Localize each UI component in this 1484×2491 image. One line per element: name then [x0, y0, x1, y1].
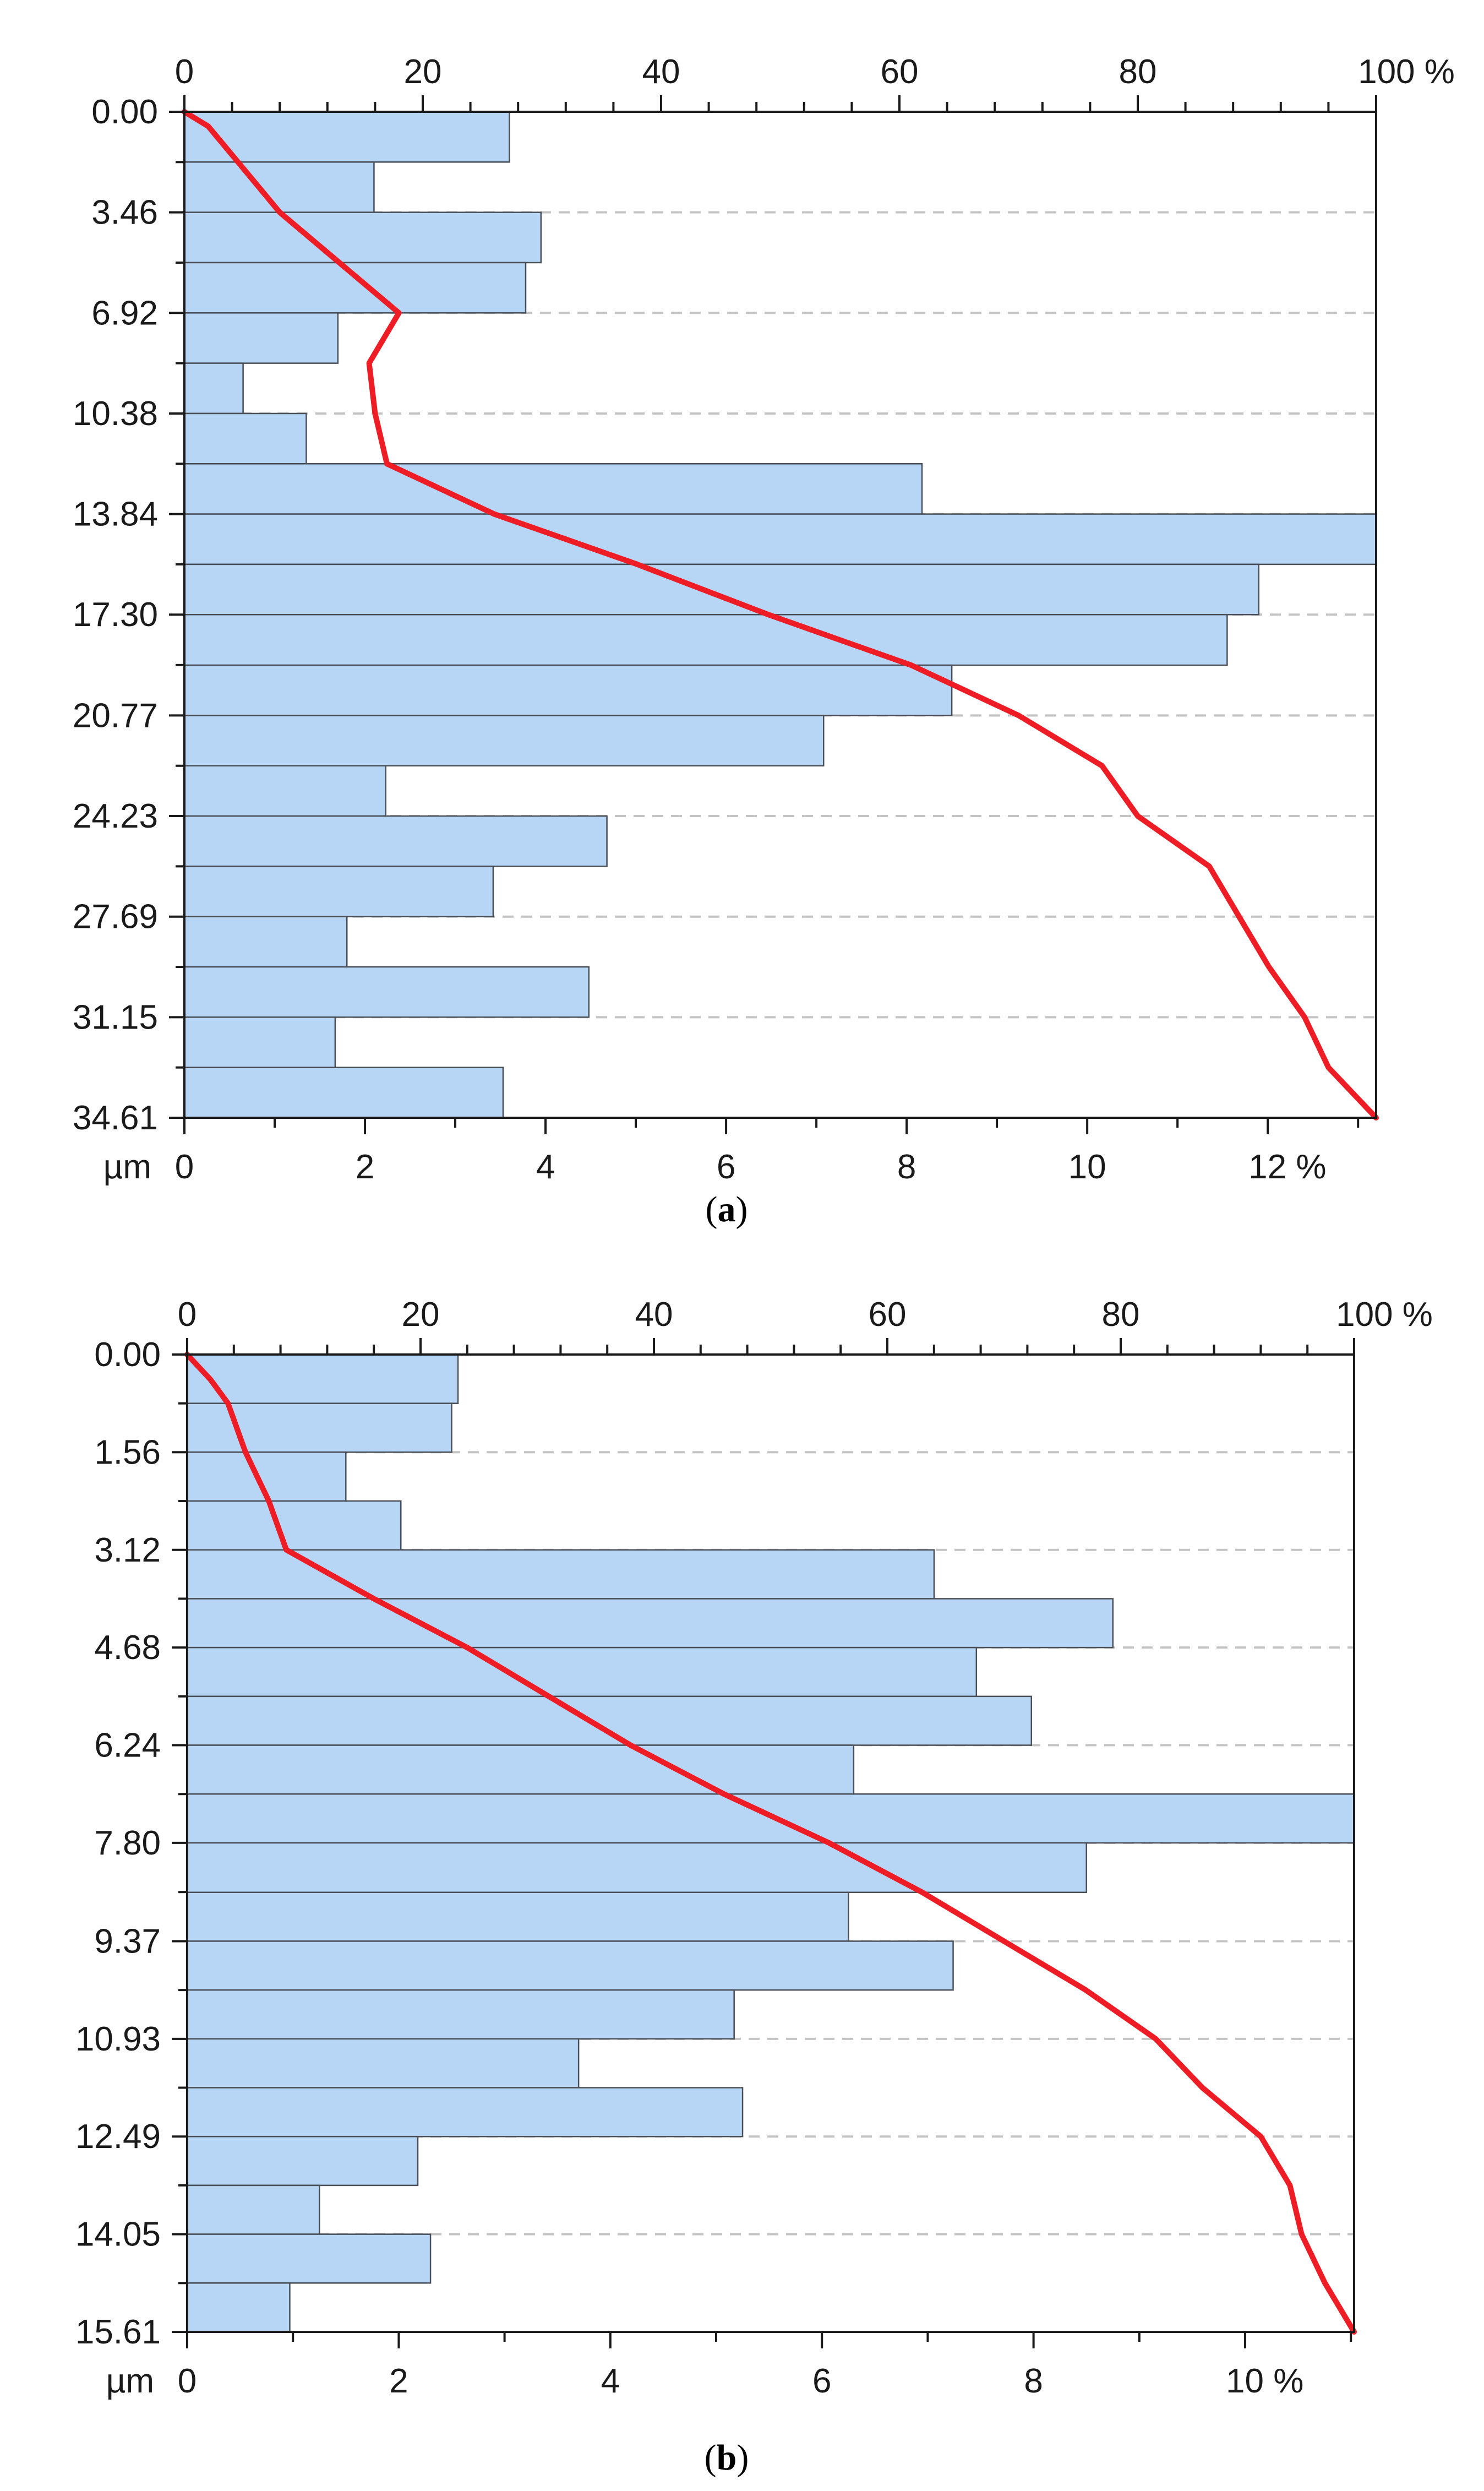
panel-b-x-top-tick-label: 40 — [635, 1296, 673, 1334]
panel-a-x-bottom-tick-label: 0 — [175, 1148, 194, 1186]
panel-a-y-tick-label: 6.92 — [91, 294, 158, 332]
panel-a-cumulative-line — [182, 109, 1379, 1121]
panel-a-bar — [183, 463, 923, 515]
panel-a-x-top-tick-label: 80 — [1119, 53, 1157, 91]
panel-a-x-bottom-tick-label: 6 — [717, 1148, 735, 1186]
panel-b-bar — [186, 2184, 320, 2235]
panel-b-cumulative-line — [184, 1352, 1357, 2335]
panel-a-bar — [183, 161, 375, 213]
panel-a-y-tick-label: 10.38 — [73, 395, 158, 433]
panel-a-y-tick-label: 3.46 — [91, 194, 158, 232]
panel-a-y-tick-label: 31.15 — [73, 998, 158, 1036]
panel-a-bar — [183, 613, 1228, 666]
panel-b-x-bottom-tick-label: 0 — [178, 2362, 197, 2400]
panel-a-x-bottom-tick-label: 12 % — [1248, 1148, 1326, 1186]
panel-a-x-top-tick-label: 60 — [881, 53, 919, 91]
panel-a-x-bottom-tick-label: 4 — [536, 1148, 555, 1186]
panel-b-y-tick-label: 14.05 — [75, 2216, 161, 2254]
panel-a-x-bottom-tick-label: 2 — [356, 1148, 374, 1186]
panel-b-x-top-tick-label: 100 % — [1336, 1296, 1433, 1334]
panel-a-bar — [183, 815, 608, 867]
panel-b-bar — [186, 1500, 402, 1551]
panel-a-bar — [183, 765, 387, 817]
panel-a-bar — [183, 312, 339, 364]
panel-b-bar — [186, 1989, 735, 2040]
panel-a-bar — [183, 664, 953, 716]
panel-a-bar — [183, 1016, 336, 1068]
panel-a-y-tick-label: 17.30 — [73, 596, 158, 634]
panel-b-bar — [186, 1940, 954, 1991]
panel-a-x-top-tick-label: 40 — [642, 53, 680, 91]
panel-b-bar — [186, 1842, 1087, 1894]
panel-b-chart: 0.00 1.56 3.12 4.68 6.24 7.80 9.37 10.93 12.49 14… — [75, 1296, 1433, 2400]
panel-b-y-tick-label: 1.56 — [94, 1433, 161, 1471]
panel-b-y-tick-label: 15.61 — [75, 2313, 161, 2351]
panel-a-bar — [183, 916, 348, 968]
panel-b-x-bottom-tick-label: 6 — [812, 2362, 831, 2400]
panel-b-y-tick-label: 10.93 — [75, 2020, 161, 2058]
panel-a-bar — [183, 563, 1260, 616]
panel-b-caption-letter: b — [717, 2438, 737, 2478]
panel-a-bar — [183, 111, 510, 163]
panel-b-x-top-tick-label: 60 — [869, 1296, 907, 1334]
panel-b-bar — [186, 2038, 580, 2088]
panel-b-y-tick-label: 12.49 — [75, 2118, 161, 2156]
panel-a-y-tick-label: 34.61 — [73, 1099, 158, 1137]
panel-a-y-tick-label: 27.69 — [73, 898, 158, 936]
panel-b-x-top-tick-label: 0 — [178, 1296, 197, 1334]
panel-b-y-tick-label: 0.00 — [94, 1336, 161, 1374]
panel-a-bar — [183, 866, 494, 917]
panel-a-bar — [183, 966, 590, 1018]
panel-a-y-tick-label: 24.23 — [73, 797, 158, 835]
panel-a-y-unit-label: µm — [103, 1148, 151, 1186]
panel-b-bar — [186, 1744, 855, 1795]
panel-a-x-top-tick-label: 0 — [175, 53, 194, 91]
panel-a-bar — [183, 412, 307, 465]
panel-b-bar — [186, 2233, 432, 2284]
panel-b-y-tick-label: 4.68 — [94, 1629, 161, 1667]
panel-b-y-unit-label: µm — [106, 2362, 154, 2400]
panel-b-y-tick-label: 9.37 — [94, 1922, 161, 1960]
panel-a-y-tick-label: 0.00 — [91, 93, 158, 131]
panel-b-x-bottom-tick-label: 10 % — [1226, 2362, 1303, 2400]
panel-b-bar — [186, 2087, 744, 2138]
panel-b-y-tick-label: 6.24 — [94, 1727, 161, 1765]
panel-b-x-bottom-tick-label: 4 — [601, 2362, 620, 2400]
panel-b-x-bottom-tick-label: 2 — [389, 2362, 408, 2400]
panel-a-bar — [183, 211, 542, 264]
panel-b-bar — [186, 1353, 459, 1404]
panel-b-bar — [186, 1646, 978, 1698]
panel-a-bar — [183, 1067, 504, 1119]
panel-b-bar — [186, 2135, 419, 2187]
panel-a-x-bottom-tick-label: 10 — [1068, 1148, 1106, 1186]
panel-b-bar — [186, 1402, 452, 1453]
panel-a-caption: (a) — [706, 1189, 748, 1230]
panel-b-bar — [186, 1598, 1114, 1649]
panel-a-x-top-tick-label: 100 % — [1358, 53, 1455, 91]
panel-b-bar — [186, 2282, 291, 2333]
panel-b-y-tick-label: 3.12 — [94, 1531, 161, 1569]
panel-b-bar — [186, 1695, 1033, 1746]
panel-b-bar — [186, 1891, 849, 1942]
panel-b-caption: (b) — [705, 2438, 749, 2478]
panel-b-x-top-tick-label: 20 — [402, 1296, 440, 1334]
panel-b-y-tick-label: 7.80 — [94, 1824, 161, 1862]
panel-a-bar — [183, 513, 1377, 565]
panel-a-chart: 0.00 3.46 6.92 10.38 13.84 17.30 20.77 24.23 27.… — [73, 53, 1455, 1186]
panel-a-bar — [183, 715, 825, 766]
panel-b-x-bottom-tick-label: 8 — [1024, 2362, 1043, 2400]
panel-a-x-bottom-tick-label: 8 — [897, 1148, 916, 1186]
panel-a-y-tick-label: 20.77 — [73, 697, 158, 735]
panel-b-x-top-tick-label: 80 — [1102, 1296, 1140, 1334]
panel-a-bar — [183, 262, 527, 314]
panel-a-caption-letter: a — [718, 1189, 736, 1230]
panel-a-bar — [183, 362, 244, 415]
panel-a-x-top-tick-label: 20 — [404, 53, 442, 91]
panel-a-y-tick-label: 13.84 — [73, 496, 158, 534]
